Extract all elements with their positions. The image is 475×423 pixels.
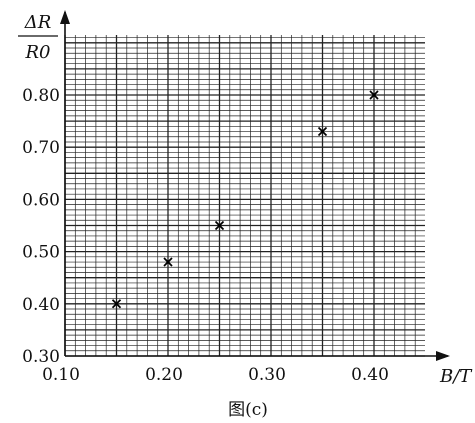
y-tick-label: 0.50 (22, 243, 60, 263)
tick-labels: 0.30 0.40 0.50 0.60 0.70 0.80 0.10 0.20 0.30 0.40 (22, 86, 389, 385)
y-axis-label-numerator: ΔR (24, 12, 52, 33)
data-point-stroke (317, 126, 328, 137)
y-tick-label: 0.30 (22, 347, 60, 367)
y-tick-label: 0.60 (22, 190, 60, 210)
figure-caption: 图(c) (228, 400, 268, 420)
y-tick-label: 0.80 (22, 86, 60, 106)
x-tick-label: 0.30 (248, 365, 286, 385)
x-axis-label: B/T (439, 366, 473, 387)
x-tick-label: 0.10 (42, 365, 80, 385)
data-points (111, 90, 379, 309)
x-tick-label: 0.40 (351, 365, 389, 385)
data-point-stroke (214, 220, 225, 231)
data-point (111, 299, 122, 309)
data-point (317, 126, 328, 137)
y-axis-label-denominator: R0 (24, 42, 50, 63)
y-axis-label: ΔR R0 (18, 12, 58, 63)
y-tick-label: 0.70 (22, 138, 60, 158)
x-tick-label: 0.20 (145, 365, 183, 385)
data-point-stroke (111, 299, 122, 309)
data-point-stroke (163, 257, 173, 267)
data-point-stroke (369, 90, 379, 100)
x-axis-arrow-icon (436, 351, 450, 361)
y-tick-label: 0.40 (22, 295, 60, 315)
data-point (369, 90, 379, 100)
data-point (214, 220, 225, 231)
axes (60, 10, 450, 361)
data-point (163, 257, 173, 267)
y-axis-arrow-icon (60, 10, 70, 24)
plot-grid (64, 35, 425, 357)
